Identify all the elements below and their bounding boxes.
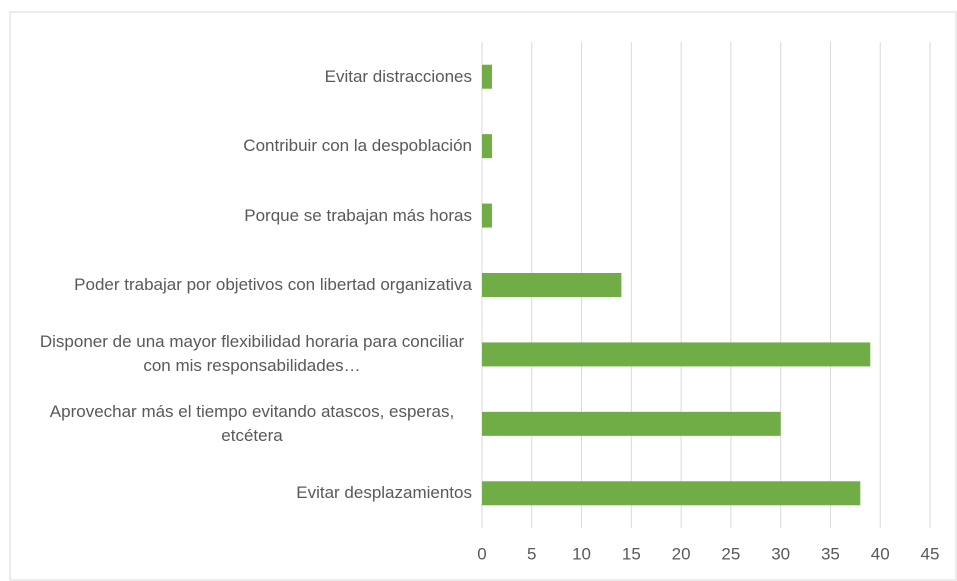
x-tick-label: 10	[572, 544, 591, 563]
bar	[482, 203, 492, 228]
y-tick-label: Disponer de una mayor flexibilidad horar…	[39, 332, 465, 376]
y-tick-label-box: Contribuir con la despoblación	[32, 134, 472, 158]
x-tick-label: 20	[672, 544, 691, 563]
x-tick-label: 25	[721, 544, 740, 563]
bar	[482, 342, 871, 367]
x-tick-label: 5	[527, 544, 536, 563]
y-tick-label-box: Evitar desplazamientos	[32, 481, 472, 505]
chart-border	[9, 11, 957, 581]
bar	[482, 273, 622, 297]
bar	[482, 134, 492, 159]
x-tick-label: 45	[921, 544, 940, 563]
y-tick-label-box: Aprovechar más el tiempo evitando atasco…	[32, 400, 472, 448]
y-tick-label: Aprovechar más el tiempo evitando atasco…	[49, 401, 455, 445]
y-tick-label: Evitar desplazamientos	[296, 483, 472, 503]
y-tick-label: Contribuir con la despoblación	[243, 136, 472, 156]
x-tick-label: 40	[871, 544, 890, 563]
y-tick-label-box: Evitar distracciones	[32, 65, 472, 89]
x-tick-label: 15	[622, 544, 641, 563]
y-tick-label: Porque se trabajan más horas	[244, 205, 472, 225]
y-tick-label-box: Disponer de una mayor flexibilidad horar…	[32, 330, 472, 378]
y-tick-label-box: Porque se trabajan más horas	[32, 204, 472, 228]
y-tick-label: Evitar distracciones	[324, 66, 472, 86]
y-tick-label-box: Poder trabajar por objetivos con liberta…	[32, 273, 472, 297]
bar	[482, 64, 492, 89]
y-tick-label: Poder trabajar por objetivos con liberta…	[74, 275, 472, 294]
x-tick-label: 35	[821, 544, 840, 563]
bar	[482, 411, 781, 436]
x-tick-label: 30	[771, 544, 790, 563]
x-tick-label: 0	[477, 544, 486, 563]
bar	[482, 481, 861, 506]
